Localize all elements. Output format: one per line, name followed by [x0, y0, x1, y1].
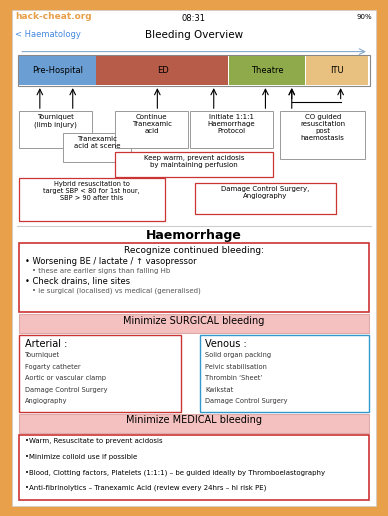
- Text: Bleeding Overview: Bleeding Overview: [145, 29, 243, 40]
- Text: Haemorrhage: Haemorrhage: [146, 229, 242, 242]
- Text: Initiate 1:1:1
Haemorrhage
Protocol: Initiate 1:1:1 Haemorrhage Protocol: [208, 114, 255, 134]
- Text: Tourniquet: Tourniquet: [25, 352, 60, 358]
- FancyBboxPatch shape: [12, 10, 376, 506]
- Text: Solid organ packing: Solid organ packing: [205, 352, 271, 358]
- Text: Aortic or vascular clamp: Aortic or vascular clamp: [25, 375, 106, 381]
- FancyBboxPatch shape: [190, 111, 273, 148]
- FancyBboxPatch shape: [200, 335, 369, 412]
- Text: Damage Control Surgery: Damage Control Surgery: [25, 386, 107, 393]
- Text: Keep warm, prevent acidosis
by maintaining perfusion: Keep warm, prevent acidosis by maintaini…: [144, 155, 244, 168]
- Text: Tranexamic
acid at scene: Tranexamic acid at scene: [74, 136, 120, 149]
- Text: Recognize continued bleeding:: Recognize continued bleeding:: [124, 246, 264, 254]
- FancyBboxPatch shape: [19, 179, 165, 220]
- Text: Damage Control Surgery: Damage Control Surgery: [205, 398, 288, 404]
- Text: Theatre: Theatre: [251, 66, 284, 75]
- FancyBboxPatch shape: [19, 56, 95, 85]
- Text: • Check drains, line sites: • Check drains, line sites: [25, 277, 130, 286]
- FancyBboxPatch shape: [19, 243, 369, 312]
- FancyBboxPatch shape: [63, 133, 131, 162]
- Text: hack-cheat.org: hack-cheat.org: [16, 12, 92, 21]
- Text: •Minimize colloid use if possible: •Minimize colloid use if possible: [25, 454, 137, 460]
- Text: Damage Control Surgery,
Angiography: Damage Control Surgery, Angiography: [221, 186, 310, 199]
- Text: 90%: 90%: [357, 14, 372, 20]
- Text: •Anti-fibrinolytics – Tranexamic Acid (review every 24hrs – hi risk PE): •Anti-fibrinolytics – Tranexamic Acid (r…: [25, 485, 266, 491]
- FancyBboxPatch shape: [229, 56, 305, 85]
- Text: Venous :: Venous :: [205, 338, 247, 349]
- Text: Continue
Tranexamic
acid: Continue Tranexamic acid: [132, 114, 172, 134]
- FancyBboxPatch shape: [19, 314, 369, 333]
- Text: • ie surgical (localised) vs medical (generalised): • ie surgical (localised) vs medical (ge…: [32, 288, 201, 294]
- FancyBboxPatch shape: [19, 111, 92, 148]
- Text: CO guided
resuscitation
post
haemostasis: CO guided resuscitation post haemostasis: [300, 114, 345, 141]
- FancyBboxPatch shape: [195, 183, 336, 214]
- FancyBboxPatch shape: [115, 152, 273, 178]
- FancyBboxPatch shape: [96, 56, 229, 85]
- FancyBboxPatch shape: [19, 335, 181, 412]
- Text: Arterial :: Arterial :: [25, 338, 67, 349]
- Text: Pre-Hospital: Pre-Hospital: [32, 66, 83, 75]
- Text: Fogarty catheter: Fogarty catheter: [25, 364, 80, 369]
- FancyBboxPatch shape: [19, 413, 369, 433]
- Text: Minimize MEDICAL bleeding: Minimize MEDICAL bleeding: [126, 415, 262, 425]
- Text: 08:31: 08:31: [182, 14, 206, 23]
- Text: Thrombin ‘Sheet’: Thrombin ‘Sheet’: [205, 375, 263, 381]
- Text: • these are earlier signs than falling Hb: • these are earlier signs than falling H…: [32, 268, 171, 273]
- Text: Angiography: Angiography: [25, 398, 67, 404]
- Text: ITU: ITU: [331, 66, 344, 75]
- Text: ED: ED: [157, 66, 168, 75]
- Text: Minimize SURGICAL bleeding: Minimize SURGICAL bleeding: [123, 316, 265, 326]
- FancyBboxPatch shape: [19, 434, 369, 500]
- FancyBboxPatch shape: [115, 111, 188, 148]
- Text: •Blood, Clotting factors, Platelets (1:1:1) – be guided ideally by Thromboelasto: •Blood, Clotting factors, Platelets (1:1…: [25, 469, 325, 476]
- Text: Kwikstat: Kwikstat: [205, 386, 234, 393]
- Text: Tourniquet
(limb injury): Tourniquet (limb injury): [35, 114, 77, 127]
- FancyBboxPatch shape: [306, 56, 368, 85]
- Text: Hybrid resuscitation to
target SBP < 80 for 1st hour,
SBP > 90 after this: Hybrid resuscitation to target SBP < 80 …: [43, 181, 140, 201]
- FancyBboxPatch shape: [281, 111, 365, 159]
- Text: •Warm, Resuscitate to prevent acidosis: •Warm, Resuscitate to prevent acidosis: [25, 439, 163, 444]
- Text: Pelvic stabilisation: Pelvic stabilisation: [205, 364, 267, 369]
- Text: < Haematology: < Haematology: [16, 29, 81, 39]
- Text: • Worsening BE / lactate / ↑ vasopressor: • Worsening BE / lactate / ↑ vasopressor: [25, 257, 196, 266]
